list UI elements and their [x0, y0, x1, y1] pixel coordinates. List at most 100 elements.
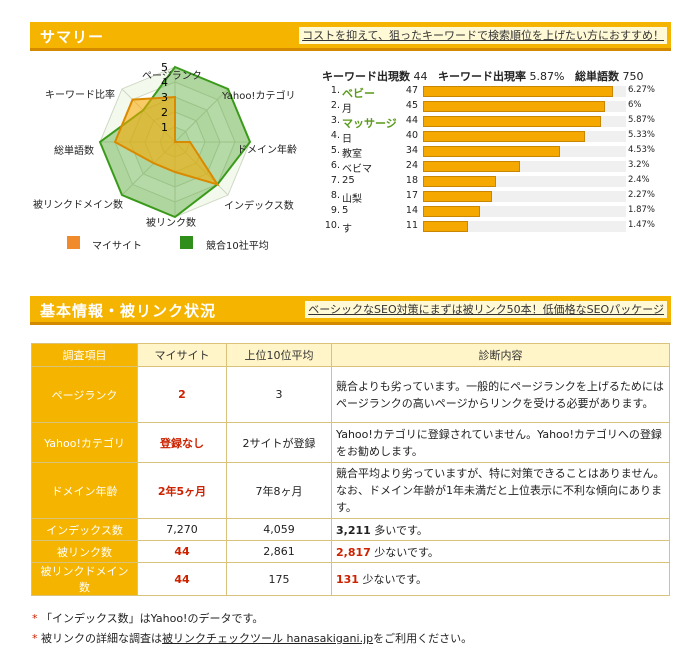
- row-diagnosis: 競合平均より劣っていますが、特に対策できることはありません。なお、ドメイン年齢が…: [331, 462, 670, 519]
- row-my-site-value: 2年5ヶ月: [137, 462, 227, 519]
- row-avg-value: 2,861: [226, 540, 332, 563]
- keyword-word: 山梨: [342, 194, 362, 205]
- keyword-word: 教室: [342, 149, 362, 160]
- row-diagnosis: 131 少ないです。: [331, 562, 670, 596]
- row-diagnosis: 競合よりも劣っています。一般的にページランクを上げるためにはページランクの高いペ…: [331, 366, 670, 423]
- radar-chart: 5 4 3 2 1: [98, 61, 252, 219]
- keyword-word: ベビマ: [342, 164, 372, 175]
- basic-info-table: 調査項目 マイサイト 上位10位平均 診断内容 ページランク 2 3 競合よりも…: [31, 343, 670, 596]
- row-avg-value: 2サイトが登録: [226, 422, 332, 463]
- table-row: Yahoo!カテゴリ 登録なし 2サイトが登録 Yahoo!カテゴリに登録されて…: [31, 422, 670, 463]
- col-header-item: 調査項目: [31, 343, 138, 367]
- keyword-word: 日: [342, 134, 352, 145]
- row-item-label: Yahoo!カテゴリ: [31, 422, 138, 463]
- row-item-label: 被リンクドメイン数: [31, 562, 138, 596]
- backlink-tool-link[interactable]: 被リンクチェックツール hanasakigani.jp: [162, 632, 374, 645]
- note-text-post: をご利用ください。: [373, 632, 473, 645]
- table-header-row: 調査項目 マイサイト 上位10位平均 診断内容: [31, 343, 670, 367]
- keyword-bar: [423, 146, 561, 157]
- row-avg-value: 175: [226, 562, 332, 596]
- note-asterisk: *: [32, 632, 38, 645]
- row-my-site-value: 2: [137, 366, 227, 423]
- row-avg-value: 3: [226, 366, 332, 423]
- keyword-percent: 1.47%: [628, 220, 656, 230]
- keyword-percent: 2.27%: [628, 190, 656, 200]
- row-item-label: ページランク: [31, 366, 138, 423]
- legend-competitor-swatch: [180, 236, 193, 249]
- row-my-site-value: 7,270: [137, 518, 227, 541]
- keyword-word: ベビー: [342, 87, 375, 100]
- keyword-bar-track: [423, 101, 626, 112]
- kw-rate-value: 5.87%: [529, 70, 565, 83]
- radar-label-backlinks: 被リンク数: [146, 218, 196, 229]
- keyword-count: 40: [405, 130, 418, 141]
- keyword-word: 月: [342, 104, 352, 115]
- legend-my-site-label: マイサイト: [92, 241, 142, 252]
- radar-label-backlink-domains: 被リンクドメイン数: [33, 200, 123, 211]
- keyword-rank: 10.: [324, 220, 340, 231]
- keyword-rank: 8.: [330, 190, 340, 201]
- table-row: ページランク 2 3 競合よりも劣っています。一般的にページランクを上げるために…: [31, 366, 670, 423]
- keyword-count: 14: [405, 205, 418, 216]
- row-avg-value: 7年8ヶ月: [226, 462, 332, 519]
- keyword-percent: 2.4%: [628, 175, 650, 185]
- row-diagnosis: 2,817 少ないです。: [331, 540, 670, 563]
- keyword-count: 34: [405, 145, 418, 156]
- radar-scale-label: 1: [161, 121, 168, 134]
- row-diagnosis: Yahoo!カテゴリに登録されていません。Yahoo!カテゴリへの登録をお勧めし…: [331, 422, 670, 463]
- keyword-count: 17: [405, 190, 418, 201]
- row-item-label: ドメイン年齢: [31, 462, 138, 519]
- keyword-percent: 4.53%: [628, 145, 656, 155]
- kw-count-label: キーワード出現数: [322, 70, 410, 83]
- keyword-rank: 1.: [330, 85, 340, 96]
- radar-label-pagerank: ページランク: [142, 71, 202, 82]
- row-my-site-value: 登録なし: [137, 422, 227, 463]
- keyword-rank: 7.: [330, 175, 340, 186]
- table-row: 被リンク数 44 2,861 2,817 少ないです。: [31, 540, 670, 563]
- radar-scale-label: 2: [161, 106, 168, 119]
- keyword-bar: [423, 131, 585, 142]
- keyword-bar-track: [423, 191, 626, 202]
- radar-spoke: [174, 88, 229, 143]
- row-diagnosis-figure: 131: [336, 573, 359, 586]
- summary-promo-link[interactable]: コストを抑えて、狙ったキーワードで検索順位を上げたい方におすすめ！: [299, 27, 667, 44]
- radar-label-domain-age: ドメイン年齢: [237, 145, 297, 156]
- keyword-percent: 1.87%: [628, 205, 656, 215]
- row-diagnosis-figure: 3,211: [336, 523, 371, 537]
- keyword-bar-track: [423, 86, 626, 97]
- radar-label-keyword-ratio: キーワード比率: [45, 90, 115, 101]
- keyword-stats: キーワード出現数 44 キーワード出現率 5.87% 総単語数 750: [322, 68, 643, 84]
- radar-label-yahoo-category: Yahoo!カテゴリ: [222, 91, 296, 102]
- basic-info-title: 基本情報・被リンク状況: [40, 302, 217, 320]
- keyword-bar: [423, 191, 492, 202]
- keyword-word: 25: [342, 175, 355, 186]
- keyword-percent: 5.87%: [628, 115, 656, 125]
- basic-info-promo-link[interactable]: ベーシックなSEO対策にまずは被リンク50本！低価格なSEOパッケージ: [305, 301, 667, 318]
- row-diagnosis-figure: 2,817: [336, 545, 371, 559]
- keyword-percent: 3.2%: [628, 160, 650, 170]
- summary-header: サマリー コストを抑えて、狙ったキーワードで検索順位を上げたい方におすすめ！: [30, 22, 671, 51]
- radar-scale-label: 4: [161, 76, 168, 89]
- keyword-bar-track: [423, 131, 626, 142]
- keyword-bar-track: [423, 146, 626, 157]
- note-asterisk: *: [32, 612, 38, 625]
- keyword-bar: [423, 161, 520, 172]
- row-item-label: 被リンク数: [31, 540, 138, 563]
- radar-scale-label: 5: [161, 61, 168, 74]
- radar-label-index-count: インデックス数: [224, 201, 294, 212]
- keyword-percent: 5.33%: [628, 130, 656, 140]
- keyword-rank: 5.: [330, 145, 340, 156]
- keyword-bar: [423, 206, 480, 217]
- row-diagnosis: 3,211 多いです。: [331, 518, 670, 541]
- keyword-bar-track: [423, 206, 626, 217]
- total-words-value: 750: [622, 70, 644, 83]
- keyword-count: 11: [405, 220, 418, 231]
- keyword-rank: 9.: [330, 205, 340, 216]
- legend-my-site-swatch: [67, 236, 80, 249]
- note-index-source: * 「インデックス数」はYahoo!のデータです。: [32, 610, 263, 626]
- keyword-rank: 3.: [330, 115, 340, 126]
- col-header-top10-avg: 上位10位平均: [226, 343, 332, 367]
- keyword-rank: 4.: [330, 130, 340, 141]
- keyword-bar: [423, 101, 605, 112]
- radar-my-site-series: [113, 95, 220, 187]
